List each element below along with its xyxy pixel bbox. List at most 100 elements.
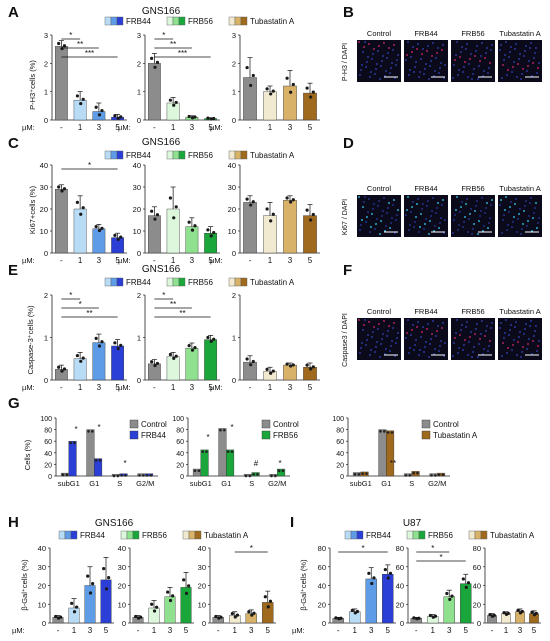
nucleus-dot (369, 231, 371, 233)
y-tick-label: 20 (198, 582, 206, 591)
y-tick-label: 60 (396, 563, 404, 572)
data-point (102, 567, 106, 571)
nucleus-dot (476, 45, 478, 47)
nucleus-dot (382, 333, 384, 335)
data-point (488, 612, 492, 617)
y-tick-label: 30 (133, 183, 141, 192)
nucleus-dot (454, 59, 456, 61)
nucleus-dot (518, 213, 520, 215)
legend-swatch (412, 530, 420, 540)
um-label: µM: (22, 256, 35, 265)
nucleus-dot (389, 350, 391, 352)
nucleus-dot (479, 215, 481, 217)
data-point (150, 209, 154, 213)
nucleus-dot (466, 198, 468, 200)
nucleus-dot (531, 353, 533, 355)
nucleus-dot (383, 197, 385, 199)
nucleus-dot (389, 72, 391, 74)
nucleus-dot (387, 330, 389, 332)
nucleus-dot (481, 42, 483, 44)
data-point (245, 357, 249, 361)
y-tick-label: 100 (40, 416, 52, 423)
nucleus-dot (381, 215, 383, 217)
data-point (412, 471, 415, 475)
data-point (197, 469, 201, 473)
y-tick-label: 30 (40, 183, 48, 192)
nucleus-dot (538, 62, 540, 64)
data-point (379, 430, 382, 433)
nucleus-dot (421, 331, 423, 333)
bar (386, 430, 395, 477)
data-point (116, 116, 120, 120)
nucleus-dot (415, 216, 417, 218)
nucleus-dot (378, 45, 380, 47)
data-point (94, 459, 98, 462)
legend-swatch (116, 277, 124, 287)
data-point (182, 578, 186, 582)
y-tick-label: 60 (176, 439, 184, 446)
legend-swatch (110, 277, 118, 287)
nucleus-dot (511, 226, 513, 228)
y-tick-label: 80 (44, 428, 52, 435)
y-tick-label: 0 (44, 116, 48, 125)
x-tick-label: - (217, 626, 220, 635)
nucleus-dot (532, 62, 534, 64)
nucleus-dot (455, 209, 457, 211)
nucleus-dot (438, 227, 440, 229)
data-point (251, 359, 255, 364)
nucleus-dot (529, 325, 531, 327)
nucleus-dot (417, 321, 419, 323)
nucleus-dot (464, 216, 466, 218)
nucleus-dot (396, 337, 398, 339)
nucleus-dot (519, 208, 521, 210)
bar (382, 574, 394, 624)
bar (460, 583, 472, 624)
nucleus-dot (410, 334, 412, 336)
nucleus-dot (510, 201, 512, 203)
nucleus-dot (361, 219, 363, 221)
nucleus-dot (478, 220, 480, 222)
nucleus-dot (426, 205, 428, 207)
bar (86, 429, 95, 477)
nucleus-dot (367, 211, 369, 213)
x-tick-label: 5 (464, 626, 469, 635)
data-point (206, 116, 210, 120)
nucleus-dot (444, 219, 446, 221)
data-point (81, 356, 85, 360)
significance-label: * (79, 300, 82, 309)
nucleus-dot (483, 225, 485, 227)
nucleus-dot (488, 345, 490, 347)
nucleus-dot (459, 211, 461, 213)
data-point (100, 109, 104, 113)
significance-label: *** (85, 49, 94, 58)
nucleus-dot (413, 226, 415, 228)
nucleus-dot (393, 199, 395, 201)
bar (378, 429, 387, 477)
nucleus-dot (536, 72, 538, 74)
y-tick-label: 60 (473, 563, 481, 572)
legend-swatch (188, 530, 196, 540)
data-point (152, 609, 157, 613)
um-label: µM: (22, 123, 35, 132)
data-point (100, 226, 104, 230)
nucleus-dot (460, 51, 462, 53)
nucleus-dot (481, 197, 483, 199)
bar (243, 77, 257, 121)
nucleus-dot (374, 351, 376, 353)
x-tick-label: 3 (97, 383, 102, 392)
x-tick-label: G1 (89, 479, 99, 488)
y-tick-label: 1 (44, 88, 48, 97)
x-tick-label: 1 (268, 256, 273, 265)
data-point (187, 114, 191, 119)
significance-label: * (74, 425, 77, 434)
data-point (57, 185, 61, 189)
data-point (119, 115, 123, 119)
microscopy-image (498, 195, 542, 237)
y-tick-label: 0 (180, 474, 184, 481)
legend-swatch (129, 419, 139, 429)
x-tick-label: G2/M (136, 479, 154, 488)
data-point (100, 340, 104, 344)
x-tick-label: 5 (104, 626, 109, 635)
bar (251, 472, 260, 477)
x-tick-label: 3 (288, 123, 293, 132)
